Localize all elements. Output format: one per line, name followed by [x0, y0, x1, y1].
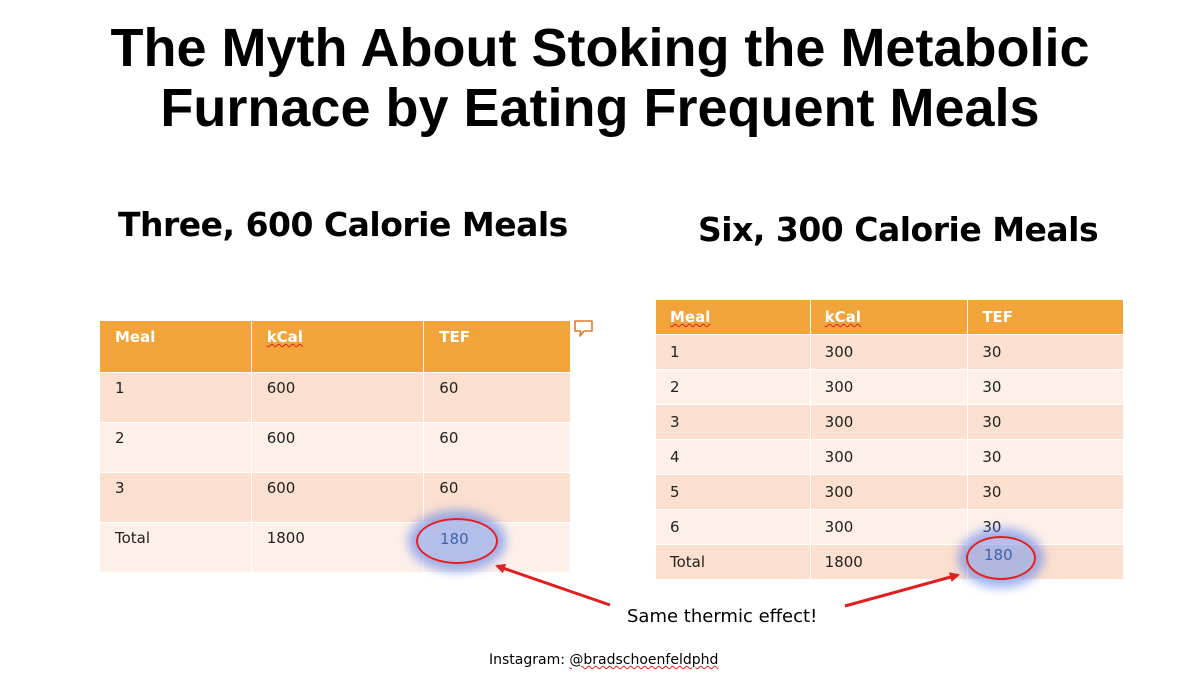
- cell-meal: 2: [655, 369, 811, 405]
- cell-kcal: 600: [250, 422, 425, 473]
- cell-meal: 5: [655, 474, 811, 510]
- right-heading: Six, 300 Calorie Meals: [698, 210, 1099, 249]
- cell-kcal: 300: [809, 404, 969, 440]
- table-row: 5 300 30: [655, 474, 1124, 510]
- cell-tef: 60: [423, 422, 571, 473]
- cell-total-label: Total: [99, 522, 252, 573]
- cell-tef: 30: [967, 369, 1124, 405]
- table-row: 3 600 60: [99, 472, 571, 523]
- column-header-kcal: kCal: [250, 320, 425, 373]
- right-total-tef: 180: [984, 546, 1013, 564]
- column-header-kcal-label: kCal: [824, 308, 861, 326]
- cell-kcal: 600: [250, 472, 425, 523]
- cell-tef: 30: [967, 474, 1124, 510]
- arrow-to-right-total: [844, 572, 960, 608]
- table-row: 2 300 30: [655, 369, 1124, 405]
- table-row: 4 300 30: [655, 439, 1124, 475]
- cell-total-label: Total: [655, 544, 811, 580]
- title-line-2: Furnace by Eating Frequent Meals: [160, 78, 1040, 138]
- cell-meal: 1: [99, 372, 252, 423]
- column-header-kcal-label: kCal: [266, 328, 303, 346]
- left-heading: Three, 600 Calorie Meals: [118, 205, 568, 244]
- table-row: 6 300 30: [655, 509, 1124, 545]
- cell-meal: 1: [655, 334, 811, 370]
- credit-prefix: Instagram:: [489, 652, 570, 668]
- table-row: 2 600 60: [99, 422, 571, 473]
- column-header-kcal: kCal: [809, 299, 969, 335]
- cell-kcal: 300: [809, 509, 969, 545]
- callout-text: Same thermic effect!: [627, 606, 818, 627]
- cell-meal: 4: [655, 439, 811, 475]
- cell-tef: 60: [423, 372, 571, 423]
- six-meals-table: Meal kCal TEF 1 300 30 2 300 30 3 300 30: [655, 299, 1124, 580]
- title-line-1: The Myth About Stoking the Metabolic: [110, 18, 1090, 78]
- cell-tef: 30: [967, 439, 1124, 475]
- cell-kcal: 300: [809, 334, 969, 370]
- cell-tef: 30: [967, 334, 1124, 370]
- cell-meal: 6: [655, 509, 811, 545]
- column-header-meal: Meal: [99, 320, 252, 373]
- comment-icon[interactable]: [573, 319, 595, 339]
- table-row: 3 300 30: [655, 404, 1124, 440]
- slide-title: The Myth About Stoking the Metabolic Fur…: [20, 18, 1180, 138]
- cell-total-kcal: 1800: [250, 522, 425, 573]
- cell-kcal: 300: [809, 439, 969, 475]
- cell-kcal: 300: [809, 474, 969, 510]
- left-total-tef: 180: [440, 530, 469, 548]
- instagram-credit: Instagram: @bradschoenfeldphd: [489, 652, 718, 668]
- table-header-row: Meal kCal TEF: [655, 299, 1124, 335]
- instagram-handle[interactable]: @bradschoenfeldphd: [569, 652, 719, 668]
- table-row: 1 300 30: [655, 334, 1124, 370]
- column-header-meal: Meal: [655, 299, 811, 335]
- cell-meal: 3: [99, 472, 252, 523]
- cell-tef: 30: [967, 404, 1124, 440]
- column-header-tef: TEF: [423, 320, 571, 373]
- column-header-meal-label: Meal: [670, 308, 711, 326]
- table-header-row: Meal kCal TEF: [99, 320, 571, 373]
- cell-meal: 2: [99, 422, 252, 473]
- arrow-to-left-total: [495, 563, 611, 607]
- cell-tef: 60: [423, 472, 571, 523]
- cell-kcal: 300: [809, 369, 969, 405]
- total-row: Total 1800: [655, 544, 1124, 580]
- cell-total-kcal: 1800: [809, 544, 969, 580]
- cell-meal: 3: [655, 404, 811, 440]
